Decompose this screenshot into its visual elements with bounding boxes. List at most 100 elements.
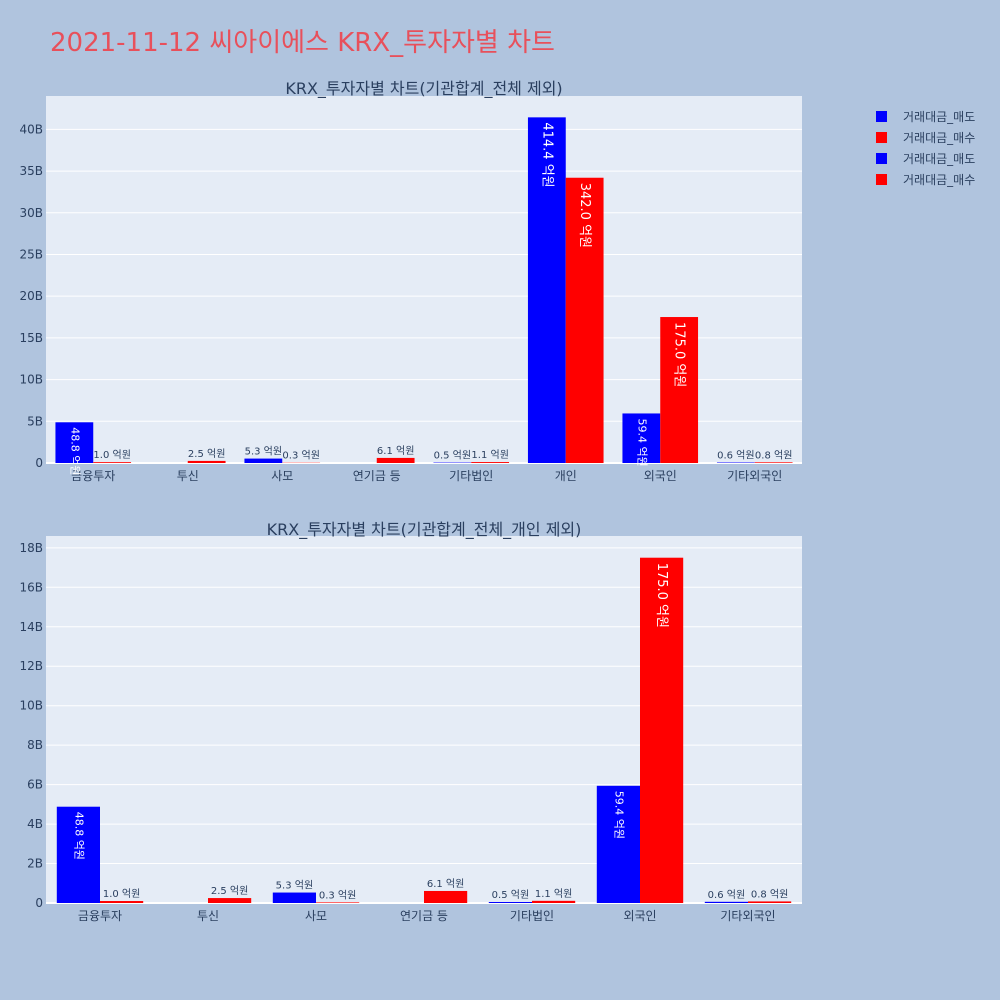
y-tick-label: 18B [19, 541, 43, 555]
y-tick-label: 0 [35, 456, 43, 470]
x-tick-label: 외국인 [623, 909, 656, 923]
bar [488, 902, 532, 903]
legend[interactable]: 거래대금_매도 거래대금_매수 거래대금_매도 거래대금_매수 [876, 106, 975, 190]
bar [93, 462, 132, 463]
data-label: 175.0 억원 [654, 563, 669, 628]
data-label: 342.0 억원 [577, 183, 592, 248]
legend-swatch [876, 174, 887, 185]
data-label: 2.5 억원 [188, 448, 225, 460]
y-tick-label: 20B [19, 289, 43, 303]
data-label: 0.5 억원 [492, 889, 529, 901]
bar [208, 898, 252, 903]
data-label: 0.3 억원 [282, 450, 319, 462]
bar [272, 892, 316, 903]
y-tick-label: 5B [27, 414, 43, 428]
bar [704, 901, 748, 903]
bar [532, 900, 576, 903]
page-title: 2021-11-12 씨아이에스 KRX_투자자별 차트 [50, 28, 555, 58]
legend-label: 거래대금_매수 [903, 131, 976, 145]
legend-item[interactable]: 거래대금_매수 [876, 127, 975, 148]
data-label: 5.3 억원 [276, 880, 313, 892]
y-tick-label: 12B [19, 659, 43, 673]
bar [187, 460, 226, 463]
data-label: 2.5 억원 [211, 885, 248, 897]
y-tick-label: 10B [19, 699, 43, 713]
bar [754, 462, 793, 463]
bar [56, 806, 100, 903]
y-tick-label: 16B [19, 580, 43, 594]
bar [565, 177, 604, 463]
legend-swatch [876, 153, 887, 164]
data-label: 48.8 억원 [68, 427, 81, 475]
bar [748, 901, 792, 903]
data-label: 0.6 억원 [717, 449, 754, 461]
legend-item[interactable]: 거래대금_매도 [876, 148, 975, 169]
legend-label: 거래대금_매도 [903, 110, 976, 124]
x-tick-label: 외국인 [644, 469, 677, 483]
bar [660, 317, 699, 463]
y-tick-label: 15B [19, 331, 43, 345]
data-label: 414.4 억원 [539, 122, 554, 187]
y-tick-label: 35B [19, 164, 43, 178]
subplot-title: KRX_투자자별 차트(기관합계_전체 제외) [285, 79, 562, 99]
x-tick-label: 금융투자 [78, 909, 122, 923]
data-label: 1.1 억원 [535, 888, 572, 900]
y-tick-label: 0 [35, 896, 43, 910]
bar [316, 902, 360, 903]
data-label: 0.8 억원 [755, 449, 792, 461]
x-tick-label: 기타법인 [510, 909, 554, 923]
y-tick-label: 25B [19, 247, 43, 261]
bar [471, 462, 510, 463]
x-tick-label: 투신 [177, 469, 199, 483]
bar [424, 890, 468, 903]
data-label: 6.1 억원 [427, 878, 464, 890]
x-tick-label: 기타외국인 [727, 469, 782, 483]
y-tick-label: 10B [19, 373, 43, 387]
y-tick-label: 6B [27, 778, 43, 792]
x-tick-label: 기타외국인 [720, 909, 775, 923]
plot-area [46, 536, 802, 903]
legend-swatch [876, 132, 887, 143]
legend-item[interactable]: 거래대금_매수 [876, 169, 975, 190]
bar [100, 901, 144, 903]
bar [596, 785, 640, 903]
x-tick-label: 연기금 등 [400, 909, 448, 923]
data-label: 0.5 억원 [434, 450, 471, 462]
legend-item[interactable]: 거래대금_매도 [876, 106, 975, 127]
y-tick-label: 30B [19, 206, 43, 220]
x-tick-label: 연기금 등 [353, 469, 401, 483]
data-label: 59.4 억원 [612, 791, 625, 839]
data-label: 1.0 억원 [103, 888, 140, 900]
x-tick-label: 금융투자 [71, 469, 115, 483]
data-label: 59.4 억원 [635, 418, 648, 466]
bar [527, 117, 566, 464]
x-tick-label: 투신 [197, 909, 219, 923]
y-tick-label: 2B [27, 857, 43, 871]
data-label: 1.1 억원 [471, 449, 508, 461]
legend-swatch [876, 111, 887, 122]
subplot-title: KRX_투자자별 차트(기관합계_전체_개인 제외) [267, 520, 582, 540]
y-tick-label: 4B [27, 817, 43, 831]
bar [716, 462, 755, 463]
bar [244, 458, 283, 463]
data-label: 0.8 억원 [751, 888, 788, 900]
x-tick-label: 사모 [305, 909, 327, 923]
y-tick-label: 8B [27, 738, 43, 752]
data-label: 48.8 억원 [72, 812, 85, 860]
bar [622, 413, 661, 463]
bar [376, 457, 415, 463]
x-tick-label: 사모 [271, 469, 293, 483]
data-label: 5.3 억원 [245, 446, 282, 458]
y-tick-label: 14B [19, 620, 43, 634]
data-label: 6.1 억원 [377, 445, 414, 457]
y-tick-label: 40B [19, 122, 43, 136]
data-label: 1.0 억원 [93, 449, 130, 461]
data-label: 0.6 억원 [708, 889, 745, 901]
x-tick-label: 개인 [555, 469, 577, 483]
bar [640, 557, 684, 903]
bar [55, 422, 94, 463]
x-tick-label: 기타법인 [449, 469, 493, 483]
data-label: 0.3 억원 [319, 889, 356, 901]
legend-label: 거래대금_매도 [903, 152, 976, 166]
